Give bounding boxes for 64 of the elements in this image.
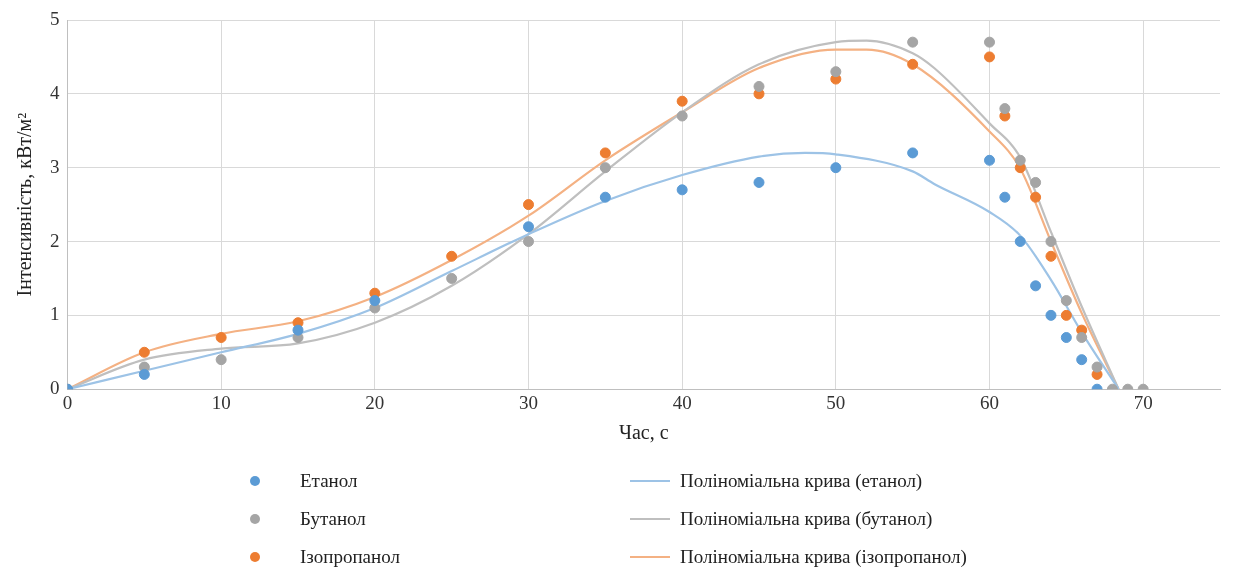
point xyxy=(1045,250,1057,262)
y-tick-label: 1 xyxy=(50,303,60,325)
y-tick-label: 2 xyxy=(50,229,60,251)
point xyxy=(830,66,842,78)
point xyxy=(215,332,227,344)
point xyxy=(1060,332,1072,344)
point xyxy=(1045,236,1057,248)
point xyxy=(1091,361,1103,373)
point xyxy=(999,191,1011,203)
point xyxy=(1045,309,1057,321)
y-tick-label: 4 xyxy=(50,81,60,103)
point xyxy=(215,354,227,366)
point xyxy=(1030,191,1042,203)
legend-label: Поліноміальна крива (бутанол) xyxy=(680,508,933,530)
point xyxy=(907,147,919,159)
point xyxy=(676,95,688,107)
legend-label: Поліноміальна крива (ізопропанол) xyxy=(680,546,967,568)
y-axis-title: Інтенсивність, кВт/м² xyxy=(13,112,36,297)
point xyxy=(830,162,842,174)
point xyxy=(599,147,611,159)
point xyxy=(523,236,534,248)
point xyxy=(1030,280,1042,292)
point xyxy=(523,221,534,233)
point xyxy=(446,272,458,284)
y-tick-label: 5 xyxy=(50,7,60,29)
x-tick-label: 20 xyxy=(365,391,385,413)
point xyxy=(676,110,688,122)
point xyxy=(1014,236,1026,248)
x-tick-label: 70 xyxy=(1133,391,1153,413)
point xyxy=(523,199,534,211)
point xyxy=(599,191,611,203)
x-tick-label: 40 xyxy=(672,391,692,413)
point xyxy=(292,324,304,336)
point xyxy=(1076,354,1088,366)
point xyxy=(1060,309,1072,321)
point xyxy=(1030,176,1042,188)
x-tick-label: 30 xyxy=(519,391,538,413)
y-tick-label: 3 xyxy=(50,155,60,177)
point xyxy=(984,51,995,63)
legend-label: Поліноміальна крива (етанол) xyxy=(680,470,923,492)
point xyxy=(138,368,150,380)
point xyxy=(1076,332,1088,344)
x-tick-label: 50 xyxy=(826,391,846,413)
x-axis-title: Час, с xyxy=(618,421,669,444)
legend-label: Бутанол xyxy=(300,508,366,530)
point xyxy=(599,162,611,174)
point xyxy=(753,176,765,188)
point xyxy=(369,295,381,307)
x-tick-label: 60 xyxy=(980,391,999,413)
legend-label: Ізопропанол xyxy=(300,546,400,568)
point xyxy=(907,58,919,70)
point xyxy=(1060,295,1072,307)
point xyxy=(907,36,919,48)
y-tick-label: 0 xyxy=(50,377,60,399)
point xyxy=(446,250,458,262)
point xyxy=(984,154,995,166)
point xyxy=(1014,154,1026,166)
point xyxy=(138,346,150,358)
x-tick-label: 10 xyxy=(211,391,231,413)
point xyxy=(999,103,1011,115)
legend-label: Етанол xyxy=(300,470,358,492)
point xyxy=(984,36,995,48)
point xyxy=(753,80,765,92)
point xyxy=(676,184,688,196)
